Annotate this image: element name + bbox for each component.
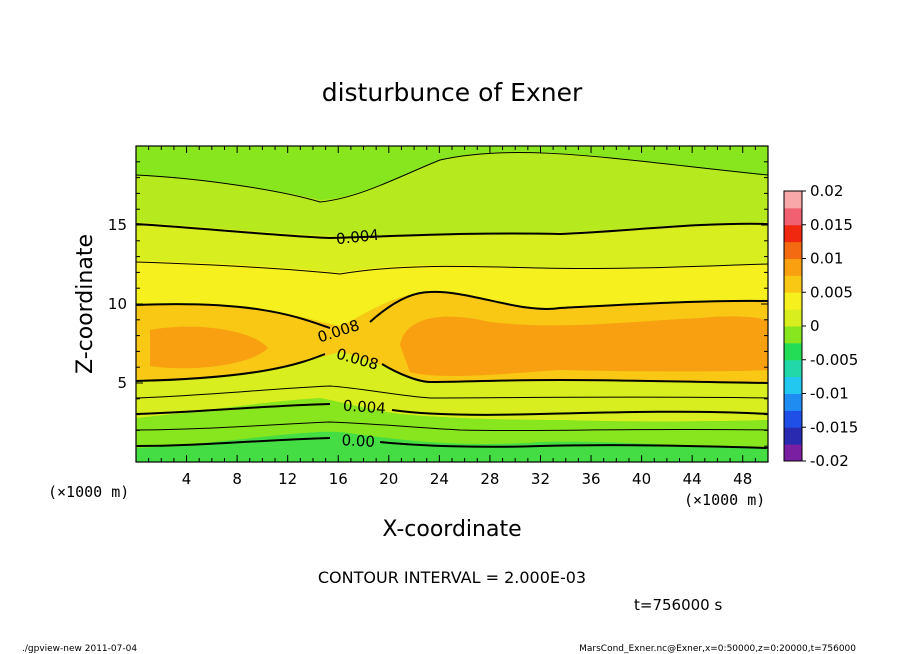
colorbar-swatch xyxy=(784,258,802,276)
contour-line xyxy=(136,437,768,449)
y-tick-label: 10 xyxy=(108,295,127,313)
contour-line xyxy=(136,151,768,203)
colorbar-tick-label: 0.015 xyxy=(810,216,853,234)
contour-label: 0.004 xyxy=(335,226,380,248)
footer-right: MarsCond_Exner.nc@Exner,x=0:50000,z=0:20… xyxy=(579,644,856,654)
colorbar-swatch xyxy=(784,207,802,226)
contour-line xyxy=(136,222,768,240)
colorbar-swatch xyxy=(784,376,802,394)
colorbar-swatch xyxy=(784,427,802,445)
x-tick-label: 24 xyxy=(430,470,449,488)
blob-right xyxy=(400,316,768,376)
contour-line xyxy=(136,353,768,384)
colorbar-swatch xyxy=(784,326,802,344)
x-tick-label: 48 xyxy=(733,470,752,488)
contour-line xyxy=(136,385,768,399)
colorbar-tick-label: -0.015 xyxy=(810,418,858,436)
band-yellowgreen xyxy=(136,222,768,272)
x-unit-label-right: (×1000 m) xyxy=(684,491,765,509)
colorbar-swatch xyxy=(784,309,802,327)
colorbar-ticks: 0.02 0.015 0.01 0.005 0 -0.005 -0.01 -0.015 -0.0… xyxy=(802,182,858,470)
band-light-upper xyxy=(136,151,768,236)
colorbar-tick-label: -0.02 xyxy=(810,452,849,470)
x-unit-label-left: (×1000 m) xyxy=(48,483,129,501)
colorbar-swatch xyxy=(784,191,802,209)
colorbar-swatch xyxy=(784,410,802,428)
colorbar-swatch xyxy=(784,444,802,462)
x-tick-label: 28 xyxy=(480,470,499,488)
y-axis: 5 10 15 xyxy=(108,161,768,447)
x-axis-title: X-coordinate xyxy=(382,517,521,542)
chart-title: disturbunce of Exner xyxy=(322,78,583,107)
colorbar-tick-label: 0.02 xyxy=(810,182,843,200)
colorbar-tick-label: 0 xyxy=(810,317,820,335)
colorbar-swatch xyxy=(784,241,802,259)
colorbar-tick-label: -0.005 xyxy=(810,351,858,369)
footer-left: ./gpview-new 2011-07-04 xyxy=(22,644,137,654)
colorbar-swatch xyxy=(784,342,802,361)
x-tick-label: 20 xyxy=(379,470,398,488)
x-tick-label: 32 xyxy=(531,470,550,488)
colorbar-tick-label: 0.005 xyxy=(810,283,853,301)
time-text: t=756000 s xyxy=(634,596,722,614)
contour-line xyxy=(136,421,768,432)
contour-line xyxy=(136,261,768,275)
colorbar-swatch xyxy=(784,359,802,378)
x-tick-label: 8 xyxy=(232,470,242,488)
colorbar-tick-label: -0.01 xyxy=(810,385,849,403)
plot-area xyxy=(136,146,768,462)
x-tick-label: 12 xyxy=(278,470,297,488)
colorbar-tick-label: 0.01 xyxy=(810,250,843,268)
colorbar-swatch xyxy=(784,292,802,310)
contour-line xyxy=(136,403,768,416)
contour-label: 0.00 xyxy=(341,431,375,451)
colorbar-swatch xyxy=(784,275,802,293)
x-tick-label: 4 xyxy=(182,470,192,488)
colorbar xyxy=(783,190,803,462)
x-tick-label: 40 xyxy=(632,470,651,488)
x-tick-label: 16 xyxy=(329,470,348,488)
colorbar-swatch xyxy=(784,393,802,411)
blob-left xyxy=(150,326,268,369)
contour-line xyxy=(136,290,768,329)
x-axis: 4 8 12 16 20 24 28 32 36 40 44 48 xyxy=(148,146,756,488)
x-tick-label: 44 xyxy=(683,470,702,488)
y-tick-label: 15 xyxy=(108,216,127,234)
contour-label: 0.004 xyxy=(342,397,386,418)
band-lower-yellowgreen xyxy=(136,352,768,422)
x-tick-label: 36 xyxy=(581,470,600,488)
y-axis-title: Z-coordinate xyxy=(73,234,98,374)
contour-interval-text: CONTOUR INTERVAL = 2.000E-03 xyxy=(318,568,586,587)
colorbar-swatch xyxy=(784,224,802,243)
y-tick-label: 5 xyxy=(117,374,127,392)
